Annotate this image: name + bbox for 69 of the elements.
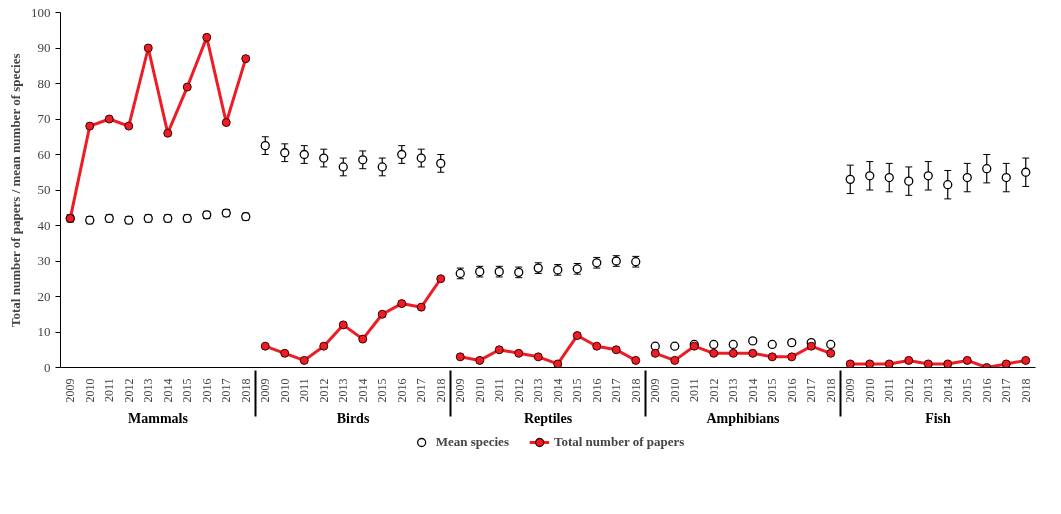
x-tick-label: 2017 <box>414 378 429 403</box>
x-tick-label: 2015 <box>180 378 195 403</box>
x-tick-label: 2014 <box>940 378 955 403</box>
x-tick-label: 2013 <box>921 378 936 403</box>
y-tick-label: 40 <box>37 217 51 233</box>
x-tick-label: 2010 <box>472 378 487 403</box>
y-tick-label: 60 <box>37 146 51 162</box>
x-tick-label: 2009 <box>63 378 78 403</box>
x-tick-label: 2011 <box>102 378 117 403</box>
x-tick-label: 2013 <box>141 378 156 403</box>
x-tick-label: 2017 <box>609 378 624 403</box>
x-tick-label: 2012 <box>706 378 721 403</box>
x-tick-label: 2015 <box>960 378 975 403</box>
x-tick-label: 2013 <box>531 378 546 403</box>
text: Mammals <box>128 410 189 426</box>
x-tick-label: 2011 <box>882 378 897 403</box>
y-tick-label: 80 <box>37 75 51 91</box>
text: Reptiles <box>523 410 573 426</box>
legend-label: Total number of papers <box>553 434 685 450</box>
x-tick-label: 2018 <box>1018 378 1033 403</box>
y-tick-label: 70 <box>37 111 51 126</box>
x-tick-label: 2012 <box>121 378 136 403</box>
x-tick-label: 2009 <box>843 378 858 403</box>
y-tick-label: 100 <box>31 4 51 20</box>
x-tick-label: 2016 <box>784 378 799 403</box>
y-tick-label: 50 <box>37 182 51 197</box>
x-tick-label: 2018 <box>628 378 643 403</box>
x-tick-label: 2015 <box>765 378 780 403</box>
y-tick-label: 0 <box>44 359 51 375</box>
x-tick-label: 2016 <box>394 378 409 403</box>
x-tick-label: 2018 <box>823 378 838 403</box>
x-tick-label: 2012 <box>901 378 916 403</box>
x-tick-label: 2017 <box>999 378 1014 403</box>
x-tick-label: 2015 <box>375 378 390 403</box>
text: Amphibians <box>706 410 781 426</box>
x-tick-label: 2010 <box>277 378 292 403</box>
y-tick-label: 90 <box>37 40 51 55</box>
x-tick-label: 2009 <box>453 378 468 403</box>
x-tick-label: 2016 <box>979 378 994 403</box>
x-tick-label: 2013 <box>336 378 351 403</box>
x-tick-label: 2014 <box>745 378 760 403</box>
x-tick-label: 2011 <box>687 378 702 403</box>
x-tick-label: 2012 <box>316 378 331 403</box>
x-tick-label: 2014 <box>355 378 370 403</box>
x-tick-label: 2014 <box>160 378 175 403</box>
x-tick-label: 2009 <box>648 378 663 403</box>
text: Fish <box>925 410 952 426</box>
x-tick-label: 2018 <box>433 378 448 403</box>
x-tick-label: 2016 <box>589 378 604 403</box>
y-tick-label: 30 <box>37 253 51 268</box>
text: Birds <box>336 410 370 426</box>
x-tick-label: 2009 <box>258 378 273 403</box>
y-axis-title: Total number of papers / mean number of species <box>8 53 23 327</box>
x-tick-label: 2011 <box>297 378 312 403</box>
x-tick-label: 2018 <box>238 378 253 403</box>
x-tick-label: 2015 <box>570 378 585 403</box>
x-tick-label: 2013 <box>726 378 741 403</box>
x-tick-label: 2017 <box>804 378 819 403</box>
legend-label: Mean species <box>435 434 509 450</box>
y-tick-label: 10 <box>37 324 51 339</box>
x-tick-label: 2010 <box>667 378 682 403</box>
x-tick-label: 2016 <box>199 378 214 403</box>
y-tick-label: 20 <box>37 288 51 304</box>
x-tick-label: 2011 <box>492 378 507 403</box>
x-tick-label: 2010 <box>862 378 877 403</box>
x-tick-label: 2012 <box>511 378 526 403</box>
x-tick-label: 2014 <box>550 378 565 403</box>
x-tick-label: 2017 <box>219 378 234 403</box>
x-tick-label: 2010 <box>82 378 97 403</box>
